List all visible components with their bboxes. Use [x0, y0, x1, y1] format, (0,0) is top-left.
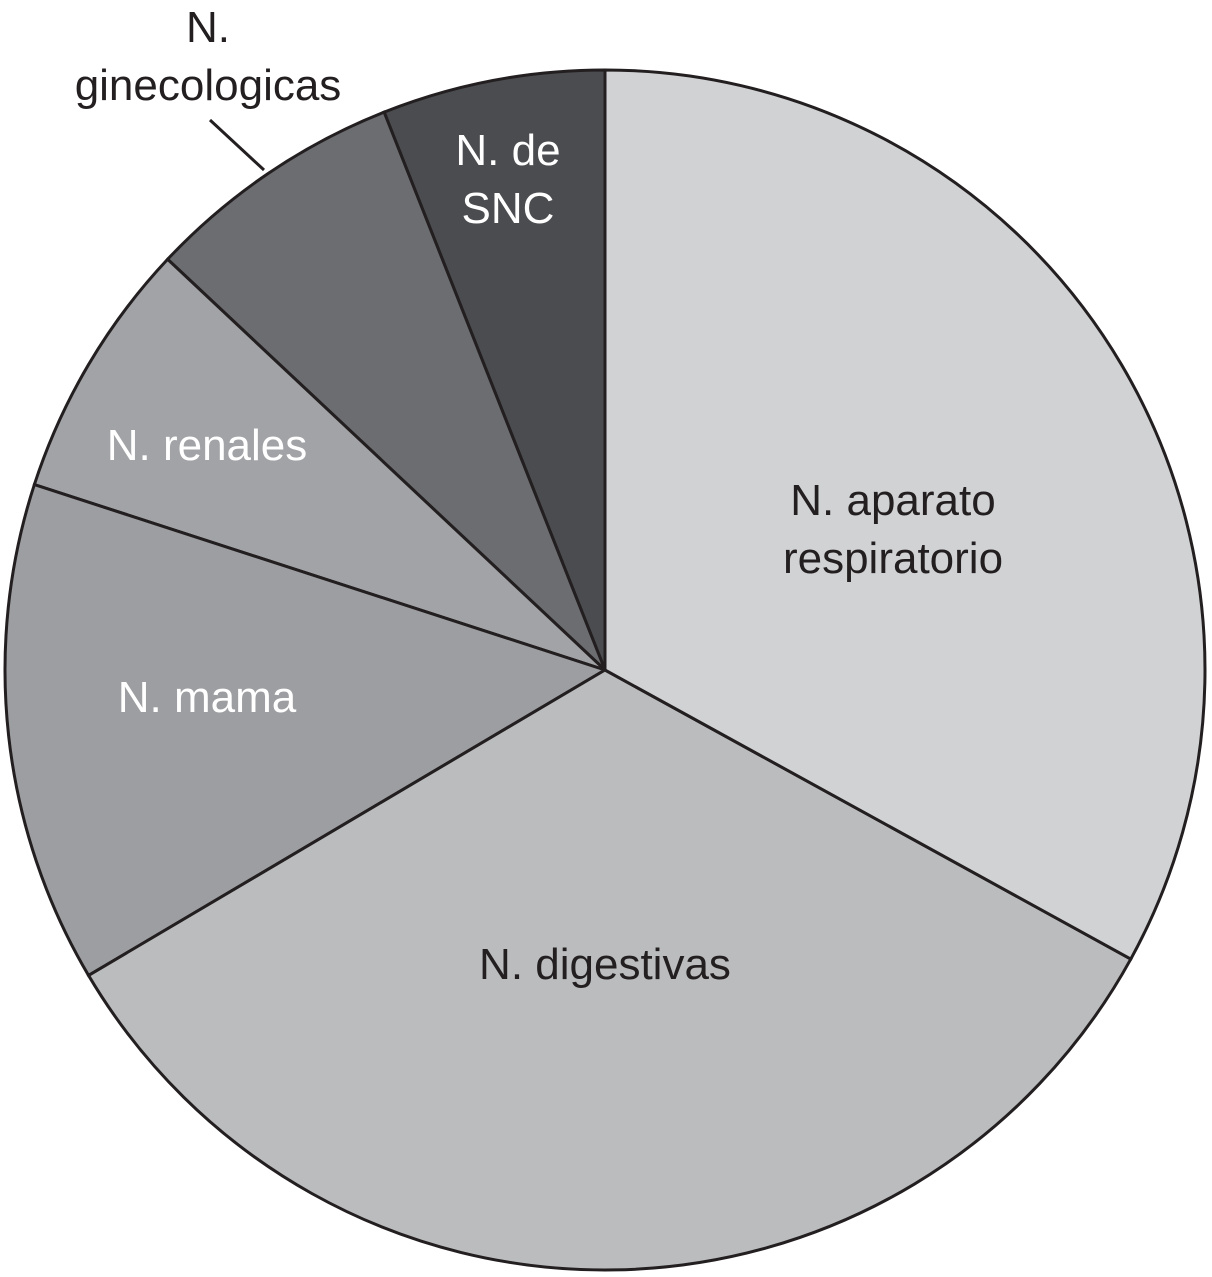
pie-slice [382, 68, 607, 671]
leader-line [208, 118, 266, 172]
pie-slice [603, 68, 1207, 962]
slice-label: N. de SNC [455, 126, 561, 233]
slice-label: N. renales [106, 421, 308, 470]
slice-label: N. aparato respiratorio [782, 476, 1004, 583]
slice-label: N. mama [117, 673, 297, 722]
slice-label: N. digestivas [479, 940, 731, 989]
pie-slice [32, 257, 607, 672]
pie-slice [86, 668, 1133, 1272]
pie-slice [3, 482, 609, 978]
slice-label: N. ginecologicas [74, 3, 342, 110]
pie-slice [165, 110, 607, 672]
